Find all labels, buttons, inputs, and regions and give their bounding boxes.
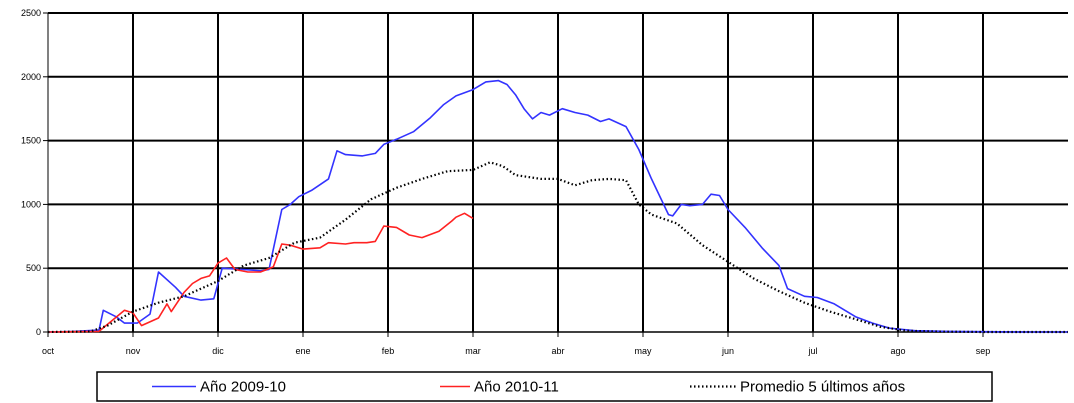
series-lines: [47, 79, 1068, 334]
legend-box: [96, 371, 993, 402]
grid: [48, 12, 1068, 332]
x-tick-label-ago: ago: [890, 346, 905, 356]
legend: Año 2009-10 Año 2010-11 Promedio 5 últimos…: [96, 371, 993, 402]
x-tick-label-ene: ene: [295, 346, 310, 356]
x-tick-label-dic: dic: [212, 346, 224, 356]
x-tick-label-nov: nov: [126, 346, 141, 356]
x-tick-label-sep: sep: [976, 346, 991, 356]
y-tick-label-0: 0: [36, 327, 41, 337]
series-line-2: [47, 212, 474, 333]
legend-label-2: Año 2010-11: [474, 379, 559, 396]
legend-label-3: Promedio 5 últimos años: [740, 379, 905, 396]
x-tick-label-jun: jun: [721, 346, 734, 356]
axes: oct nov dic ene feb mar abr may jun jul ago sep 0 500…: [21, 8, 1068, 356]
legend-label-1: Año 2009-10: [200, 379, 286, 396]
series-line-1: [47, 79, 1068, 333]
x-tick-label-oct: oct: [42, 346, 55, 356]
x-tick-label-mar: mar: [465, 346, 481, 356]
y-tick-label-500: 500: [26, 263, 41, 273]
x-tick-label-may: may: [634, 346, 652, 356]
y-tick-label-1000: 1000: [21, 199, 41, 209]
y-tick-label-2500: 2500: [21, 8, 41, 18]
y-tick-label-2000: 2000: [21, 72, 41, 82]
x-tick-label-abr: abr: [551, 346, 564, 356]
y-tick-label-1500: 1500: [21, 136, 41, 146]
x-tick-label-jul: jul: [807, 346, 817, 356]
series-line-3: [47, 161, 1068, 334]
x-tick-label-feb: feb: [382, 346, 395, 356]
